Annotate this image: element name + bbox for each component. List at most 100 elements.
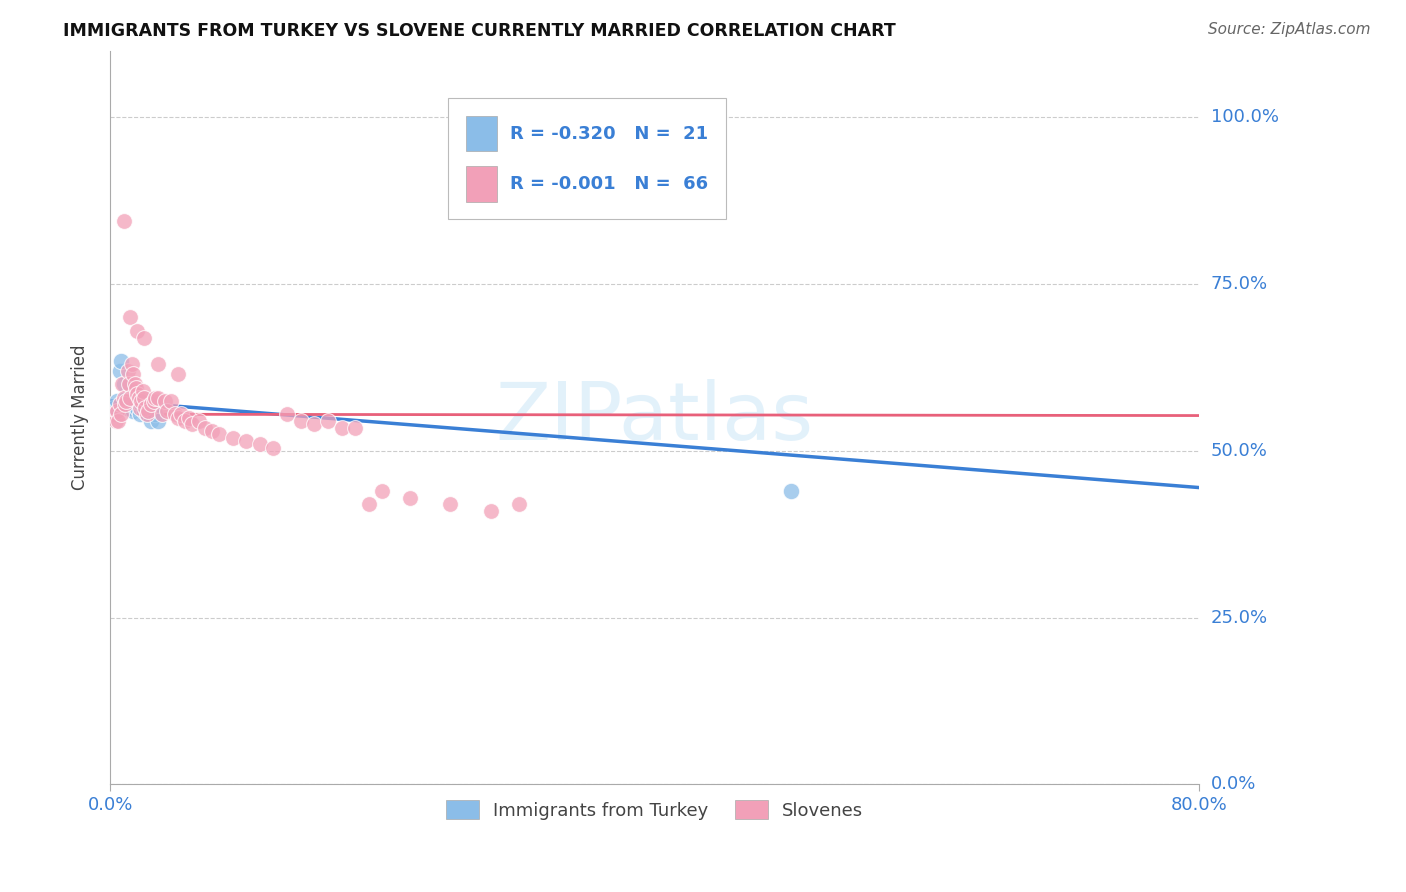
Point	[131, 393, 153, 408]
Text: ZIPatlas: ZIPatlas	[496, 378, 814, 457]
Point	[124, 393, 146, 408]
Point	[780, 483, 803, 498]
Legend: Immigrants from Turkey, Slovenes: Immigrants from Turkey, Slovenes	[439, 793, 870, 827]
Point	[129, 407, 152, 421]
Point	[135, 407, 157, 421]
Point	[221, 431, 243, 445]
Point	[344, 420, 367, 434]
Point	[249, 437, 271, 451]
Point	[118, 377, 141, 392]
Point	[134, 401, 156, 415]
Point	[127, 387, 149, 401]
Point	[371, 483, 394, 498]
Point	[134, 404, 156, 418]
Point	[124, 377, 146, 392]
Point	[139, 397, 162, 411]
Point	[167, 368, 190, 382]
Point	[136, 404, 159, 418]
Point	[125, 380, 148, 394]
Point	[122, 368, 145, 382]
Point	[160, 393, 183, 408]
Point	[112, 214, 135, 228]
Point	[143, 407, 166, 421]
Point	[111, 377, 134, 392]
Point	[120, 393, 142, 408]
Point	[177, 410, 200, 425]
Text: R = -0.320   N =  21: R = -0.320 N = 21	[510, 125, 709, 143]
Point	[304, 417, 326, 432]
Point	[115, 393, 138, 408]
Point	[117, 401, 139, 415]
Point	[156, 404, 179, 418]
Point	[105, 404, 128, 418]
Point	[330, 420, 353, 434]
Point	[165, 407, 187, 421]
Point	[201, 424, 224, 438]
Text: 100.0%: 100.0%	[1211, 109, 1278, 127]
Point	[128, 391, 150, 405]
Point	[112, 391, 135, 405]
Text: IMMIGRANTS FROM TURKEY VS SLOVENE CURRENTLY MARRIED CORRELATION CHART: IMMIGRANTS FROM TURKEY VS SLOVENE CURREN…	[63, 22, 896, 40]
Point	[110, 407, 132, 421]
Point	[180, 417, 202, 432]
Point	[235, 434, 257, 448]
Point	[117, 364, 139, 378]
Point	[187, 414, 209, 428]
Point	[103, 407, 125, 421]
FancyBboxPatch shape	[467, 116, 496, 152]
Point	[276, 407, 298, 421]
Point	[103, 401, 125, 415]
Point	[110, 354, 132, 368]
Point	[131, 397, 153, 411]
Point	[127, 324, 149, 338]
Point	[208, 427, 231, 442]
Point	[174, 414, 197, 428]
Point	[150, 407, 173, 421]
Text: Source: ZipAtlas.com: Source: ZipAtlas.com	[1208, 22, 1371, 37]
Point	[167, 410, 190, 425]
Point	[108, 397, 131, 411]
Point	[143, 391, 166, 405]
Point	[134, 330, 156, 344]
Point	[135, 407, 157, 421]
Point	[146, 391, 169, 405]
Point	[290, 414, 312, 428]
Point	[146, 357, 169, 371]
Point	[398, 491, 420, 505]
Point	[120, 391, 142, 405]
Point	[114, 397, 136, 411]
Point	[194, 420, 217, 434]
Point	[121, 357, 143, 371]
Text: 0.0%: 0.0%	[1211, 775, 1256, 793]
Point	[139, 414, 162, 428]
Point	[134, 391, 156, 405]
Point	[357, 497, 380, 511]
Point	[104, 414, 127, 428]
Point	[479, 504, 502, 518]
Point	[107, 414, 129, 428]
Point	[153, 393, 176, 408]
Point	[108, 364, 131, 378]
Point	[112, 377, 135, 392]
Text: 75.0%: 75.0%	[1211, 275, 1268, 293]
Text: R = -0.001   N =  66: R = -0.001 N = 66	[510, 175, 709, 193]
Text: 25.0%: 25.0%	[1211, 608, 1268, 627]
Point	[170, 407, 193, 421]
Point	[142, 393, 165, 408]
Point	[439, 497, 461, 511]
Point	[316, 414, 339, 428]
Point	[263, 441, 285, 455]
Point	[127, 401, 149, 415]
Point	[105, 393, 128, 408]
Y-axis label: Currently Married: Currently Married	[72, 345, 89, 491]
Point	[146, 414, 169, 428]
Point	[115, 391, 138, 405]
Point	[129, 401, 152, 415]
Point	[132, 384, 155, 398]
Point	[136, 393, 159, 408]
Point	[508, 497, 530, 511]
Text: 50.0%: 50.0%	[1211, 442, 1267, 460]
FancyBboxPatch shape	[467, 166, 496, 202]
FancyBboxPatch shape	[447, 98, 725, 219]
Point	[142, 404, 165, 418]
